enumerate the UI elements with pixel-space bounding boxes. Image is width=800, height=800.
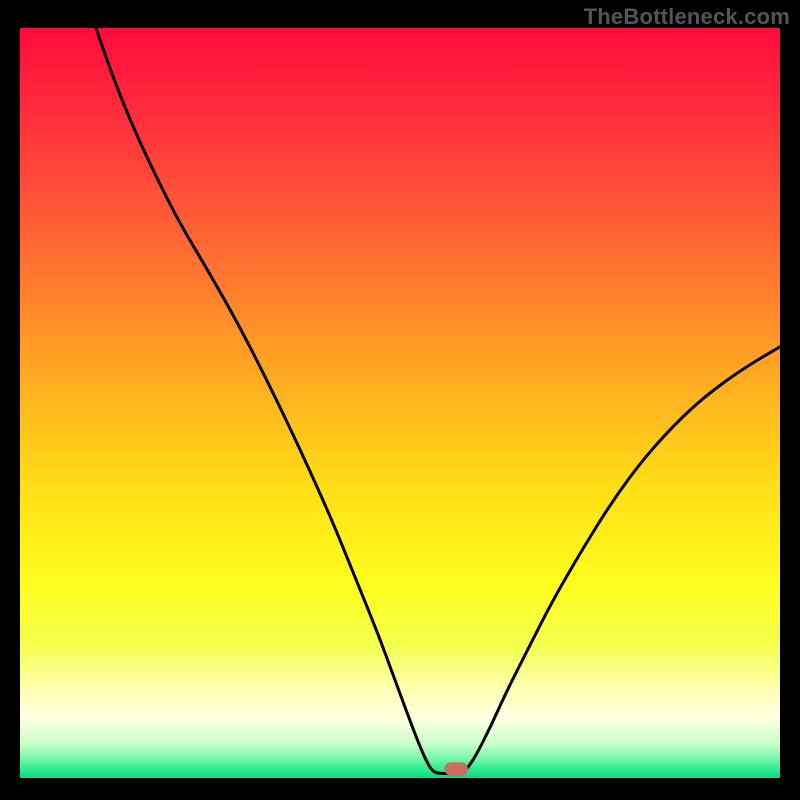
chart-svg: [20, 28, 780, 778]
plot-area: [20, 28, 780, 778]
gradient-background: [20, 28, 780, 778]
watermark-text: TheBottleneck.com: [584, 4, 790, 30]
chart-frame: TheBottleneck.com: [0, 0, 800, 800]
optimum-marker: [444, 762, 468, 776]
